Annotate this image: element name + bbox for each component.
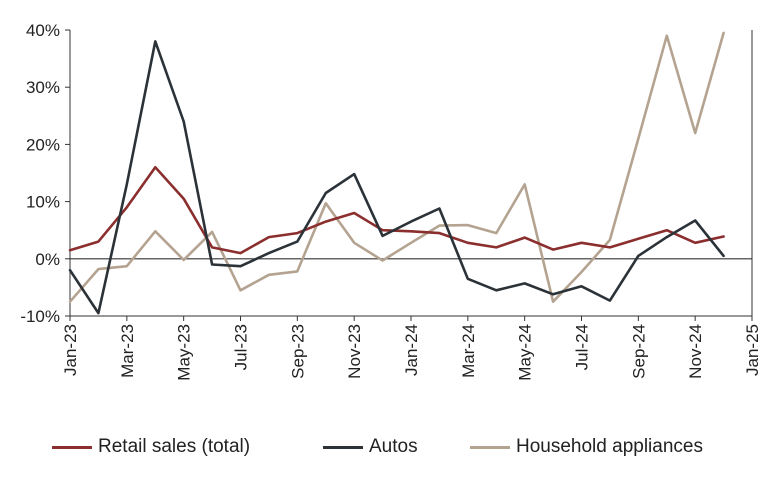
- x-tick-label: Sep-24: [629, 324, 648, 379]
- y-tick-label: 0%: [35, 250, 60, 269]
- series-line-household-appliances: [68, 31, 725, 304]
- x-tick-label: Jan-24: [402, 324, 421, 376]
- series-lines: [68, 31, 725, 315]
- y-tick-label: 10%: [26, 193, 60, 212]
- legend-item-retail-sales: Retail sales (total): [52, 432, 250, 462]
- y-tick-label: 20%: [26, 135, 60, 154]
- y-tick-label: -10%: [20, 307, 60, 326]
- legend-label-autos: Autos: [369, 436, 418, 457]
- x-tick-label: Jul-24: [573, 324, 592, 370]
- legend-swatch-household-appliances: [470, 445, 510, 449]
- legend: Retail sales (total) Autos Household app…: [0, 432, 776, 462]
- y-axis-tick-labels: 40% 30% 20% 10% 0% -10%: [20, 21, 60, 326]
- x-tick-label: Jul-23: [232, 324, 251, 370]
- legend-swatch-autos: [323, 445, 363, 449]
- x-tick-label: Jan-23: [61, 324, 80, 376]
- legend-item-household-appliances: Household appliances: [470, 432, 703, 462]
- x-tick-label: Nov-23: [345, 324, 364, 379]
- x-tick-label: Nov-24: [686, 324, 705, 379]
- y-tick-label: 30%: [26, 78, 60, 97]
- legend-item-autos: Autos: [323, 432, 418, 462]
- x-tick-label: May-23: [175, 324, 194, 381]
- series-line-retail-sales: [68, 166, 725, 255]
- x-tick-label: May-24: [516, 324, 535, 381]
- series-line-autos: [68, 40, 725, 315]
- x-axis-tick-labels: Jan-23 Mar-23 May-23 Jul-23 Sep-23 Nov-23 Jan-…: [61, 324, 762, 381]
- x-tick-label: Jan-25: [743, 324, 762, 376]
- x-tick-label: Sep-23: [288, 324, 307, 379]
- x-tick-label: Mar-24: [459, 324, 478, 378]
- legend-label-retail-sales: Retail sales (total): [98, 436, 251, 457]
- x-tick-label: Mar-23: [118, 324, 137, 378]
- line-chart: 40% 30% 20% 10% 0% -10% Jan-23 Mar-23 May-23 Jul…: [20, 21, 762, 381]
- y-tick-label: 40%: [26, 21, 60, 40]
- legend-label-household-appliances: Household appliances: [516, 436, 703, 457]
- legend-swatch-retail-sales: [52, 445, 92, 449]
